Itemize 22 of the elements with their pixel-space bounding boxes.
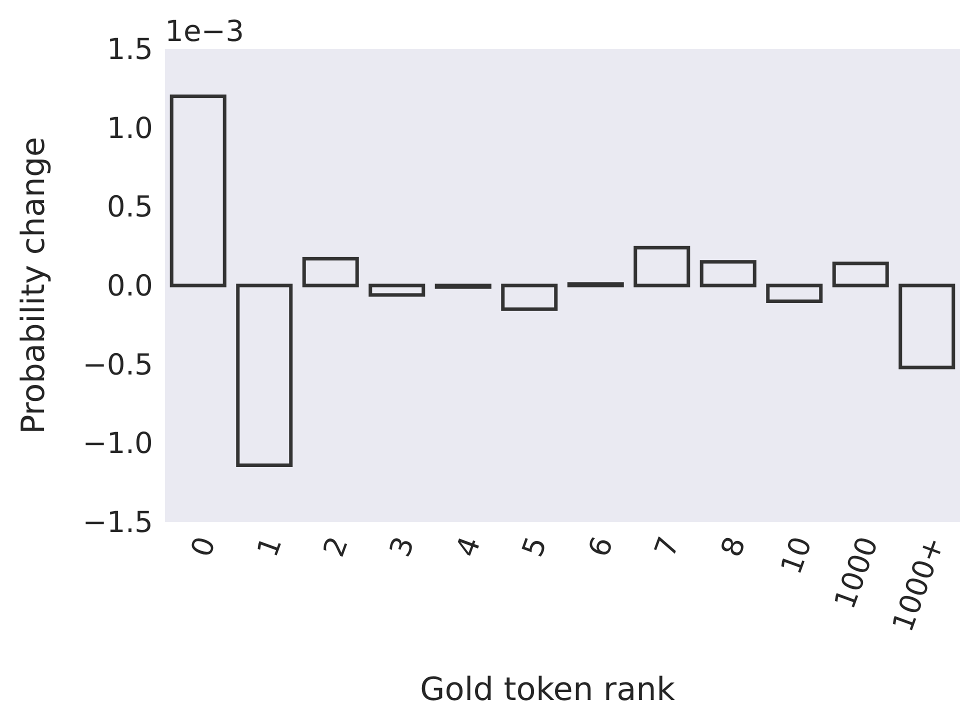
x-tick-label: 1 (250, 532, 288, 562)
text: 1e−3 (165, 14, 244, 48)
x-tick-label: 0 (184, 532, 222, 562)
y-tick-label: −0.5 (82, 347, 153, 382)
y-tick-label: 1.0 (106, 110, 153, 145)
x-tick-label: 2 (316, 532, 355, 562)
x-tick-label: 1000+ (885, 532, 951, 636)
x-tick-label: 3 (382, 532, 421, 562)
x-tick-label: 4 (448, 532, 488, 562)
x-tick-label: 1000 (827, 532, 885, 614)
x-tick-label: 6 (581, 532, 620, 562)
y-tick-label: 0.5 (106, 190, 153, 224)
x-tick-label: 7 (648, 532, 686, 562)
y-tick-label: −1.5 (82, 505, 153, 539)
y-tick-label: −1.0 (82, 426, 153, 460)
x-tick-label: 8 (714, 532, 752, 562)
x-tick-label: 5 (515, 532, 554, 562)
y-tick-label: 0.0 (106, 268, 153, 302)
y-axis-title: Probability change (14, 136, 52, 434)
x-tick-label: 10 (774, 532, 818, 578)
y-tick-label: 1.5 (106, 32, 153, 66)
x-axis-title: Gold token rank (420, 670, 676, 708)
